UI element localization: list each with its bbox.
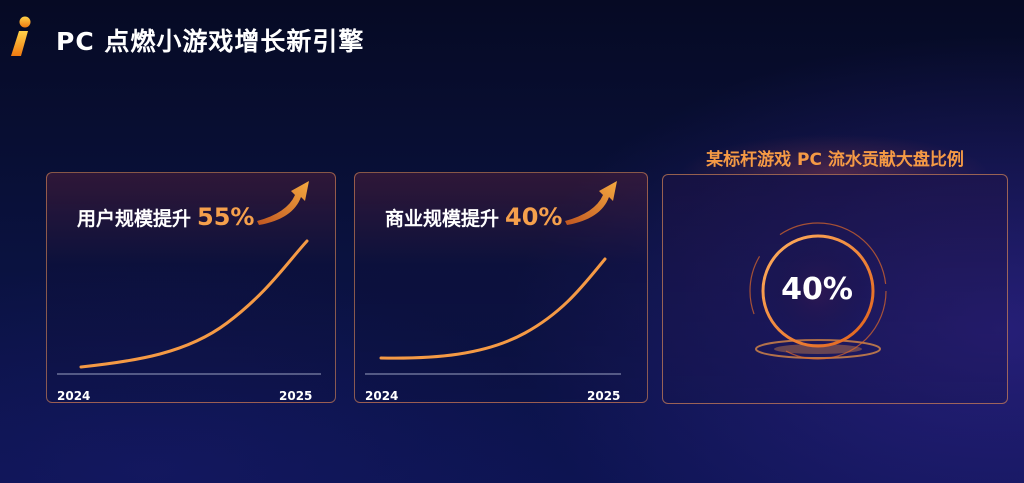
business-growth-label: 商业规模提升 40%	[385, 203, 563, 231]
title-glow	[680, 134, 990, 174]
pc-revenue-ring	[749, 222, 887, 360]
user-growth-card: 用户规模提升 55% 2024 2025	[46, 172, 336, 403]
trend-up-arrow-icon	[565, 181, 617, 225]
x-axis-end: 2025	[279, 389, 313, 403]
business-growth-value: 40%	[505, 203, 563, 231]
page-title: PC 点燃小游戏增长新引擎	[56, 27, 365, 56]
user-growth-chart	[57, 181, 321, 375]
business-growth-card: 商业规模提升 40% 2024 2025	[354, 172, 648, 403]
growth-curve	[79, 239, 309, 369]
info-i-icon	[11, 16, 31, 56]
growth-curve	[379, 257, 607, 360]
user-growth-label: 用户规模提升 55%	[77, 203, 255, 231]
x-axis-start: 2024	[365, 389, 399, 403]
ring-main	[761, 234, 875, 348]
highlight-title: 某标杆游戏 PC 流水贡献大盘比例	[706, 150, 964, 170]
business-growth-chart	[365, 181, 621, 375]
ring-outer	[749, 222, 887, 360]
trend-up-arrow-icon	[257, 181, 309, 225]
pc-revenue-card: 40%	[662, 174, 1008, 404]
x-axis-start: 2024	[57, 389, 91, 403]
user-growth-value: 55%	[197, 203, 255, 231]
pc-revenue-value: 40%	[781, 272, 853, 307]
ring-fill	[762, 235, 874, 347]
ring-base-glow-inner	[774, 344, 862, 354]
x-axis-end: 2025	[587, 389, 621, 403]
